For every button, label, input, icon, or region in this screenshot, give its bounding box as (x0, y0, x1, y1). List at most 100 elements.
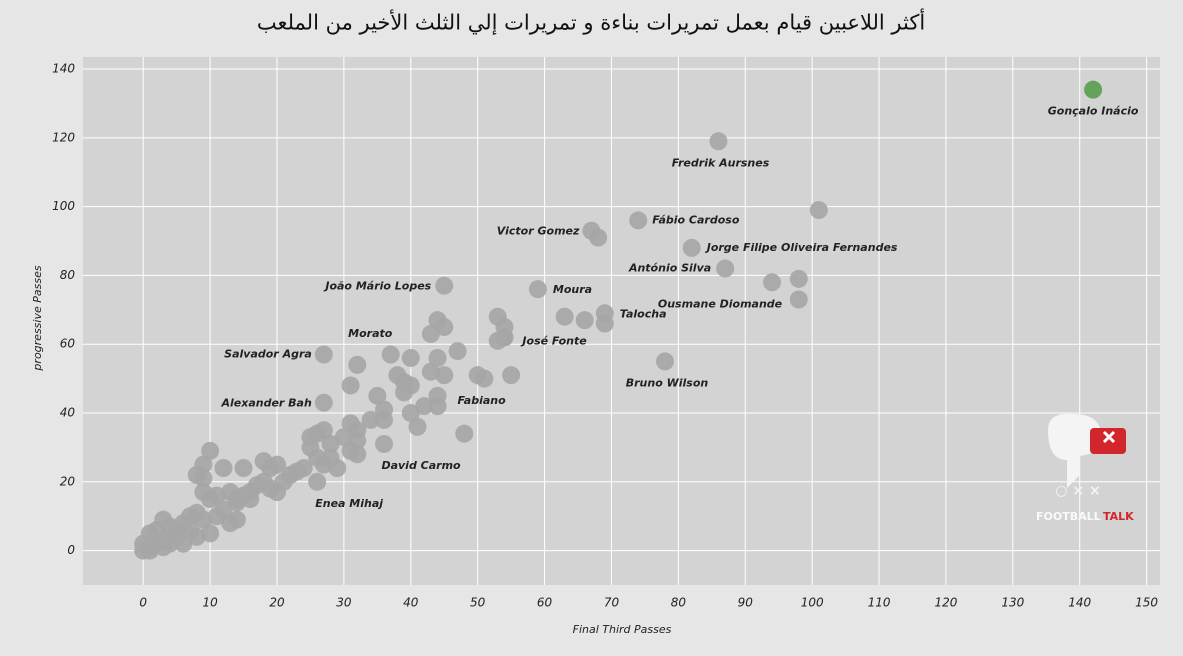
point (381, 345, 400, 364)
point (502, 366, 521, 385)
x-tick-label: 0 (139, 596, 147, 610)
logo-badge (1090, 428, 1126, 454)
point (428, 348, 447, 367)
point (475, 369, 494, 388)
point (341, 414, 360, 433)
y-tick-label: 100 (52, 199, 75, 213)
point (194, 510, 213, 529)
point (435, 318, 454, 337)
point-label: Morato (348, 327, 393, 340)
point-label: David Carmo (381, 459, 461, 472)
point (214, 459, 233, 478)
logo-x (1102, 430, 1116, 444)
point (227, 510, 246, 529)
point (241, 490, 260, 509)
point (428, 397, 447, 416)
point (308, 472, 327, 491)
point (314, 345, 333, 364)
x-tick-label: 60 (537, 596, 553, 610)
point-label: Fábio Cardoso (652, 213, 740, 226)
point (341, 376, 360, 395)
x-tick-label: 130 (1001, 596, 1024, 610)
x-tick-label: 120 (934, 596, 957, 610)
x-tick-label: 70 (604, 596, 620, 610)
point (809, 201, 828, 220)
point-label: Jorge Filipe Oliveira Fernandes (705, 241, 898, 254)
x-tick-label: 150 (1135, 596, 1158, 610)
point-label: José Fonte (520, 334, 587, 347)
point (716, 259, 735, 278)
point (375, 410, 394, 429)
point (655, 352, 674, 371)
point (488, 331, 507, 350)
x-axis-label: Final Third Passes (573, 623, 672, 636)
y-tick-label: 0 (67, 543, 75, 557)
y-tick-label: 80 (60, 268, 76, 282)
x-tick-label: 110 (868, 596, 891, 610)
point (789, 269, 808, 288)
logo-word: FOOTBALL (1036, 510, 1101, 523)
point (348, 445, 367, 464)
point (254, 452, 273, 471)
logo-word: TALK (1103, 510, 1134, 523)
point (361, 410, 380, 429)
point (301, 428, 320, 447)
point-label: Ousmane Diomande (658, 297, 783, 310)
point (187, 527, 206, 546)
x-tick-label: 20 (269, 596, 285, 610)
y-tick-label: 140 (52, 62, 75, 76)
point (401, 404, 420, 423)
point (1084, 80, 1103, 99)
point (375, 434, 394, 453)
point (288, 462, 307, 481)
x-tick-label: 30 (336, 596, 352, 610)
point (682, 238, 701, 257)
point (254, 472, 273, 491)
point (201, 441, 220, 460)
point (314, 455, 333, 474)
x-tick-label: 40 (403, 596, 419, 610)
logo-marks: ○ × × (1055, 483, 1100, 499)
point-label: Fredrik Aursnes (672, 156, 770, 169)
point (408, 417, 427, 436)
point-label: Moura (553, 283, 592, 296)
point-label: Gonçalo Inácio (1048, 105, 1139, 118)
point (575, 311, 594, 330)
point (435, 276, 454, 295)
point (401, 348, 420, 367)
x-tick-label: 10 (202, 596, 218, 610)
y-tick-label: 120 (52, 130, 75, 144)
point (763, 273, 782, 292)
point (395, 383, 414, 402)
point (589, 228, 608, 247)
y-tick-label: 40 (60, 406, 76, 420)
point-label: António Silva (628, 262, 711, 275)
point-label: Salvador Agra (224, 348, 312, 361)
point-label: Victor Gomez (497, 225, 580, 238)
point (368, 386, 387, 405)
point (348, 355, 367, 374)
point (194, 469, 213, 488)
y-axis-label: progressive Passes (31, 265, 44, 371)
point (314, 393, 333, 412)
logo-shape (1048, 413, 1101, 488)
point (267, 483, 286, 502)
point (629, 211, 648, 230)
y-tick-label: 20 (60, 474, 76, 488)
point (595, 314, 614, 333)
point (415, 397, 434, 416)
point (207, 486, 226, 505)
point (160, 534, 179, 553)
point (421, 324, 440, 343)
point (448, 342, 467, 361)
point (709, 132, 728, 151)
point-label: Talocha (620, 307, 667, 320)
logo: ○ × × FOOTBALL TALK (1036, 413, 1134, 523)
point (321, 434, 340, 453)
point (421, 362, 440, 381)
point-label: Fabiano (458, 394, 507, 407)
y-tick-label: 60 (60, 337, 76, 351)
point (528, 280, 547, 299)
x-tick-label: 140 (1068, 596, 1091, 610)
